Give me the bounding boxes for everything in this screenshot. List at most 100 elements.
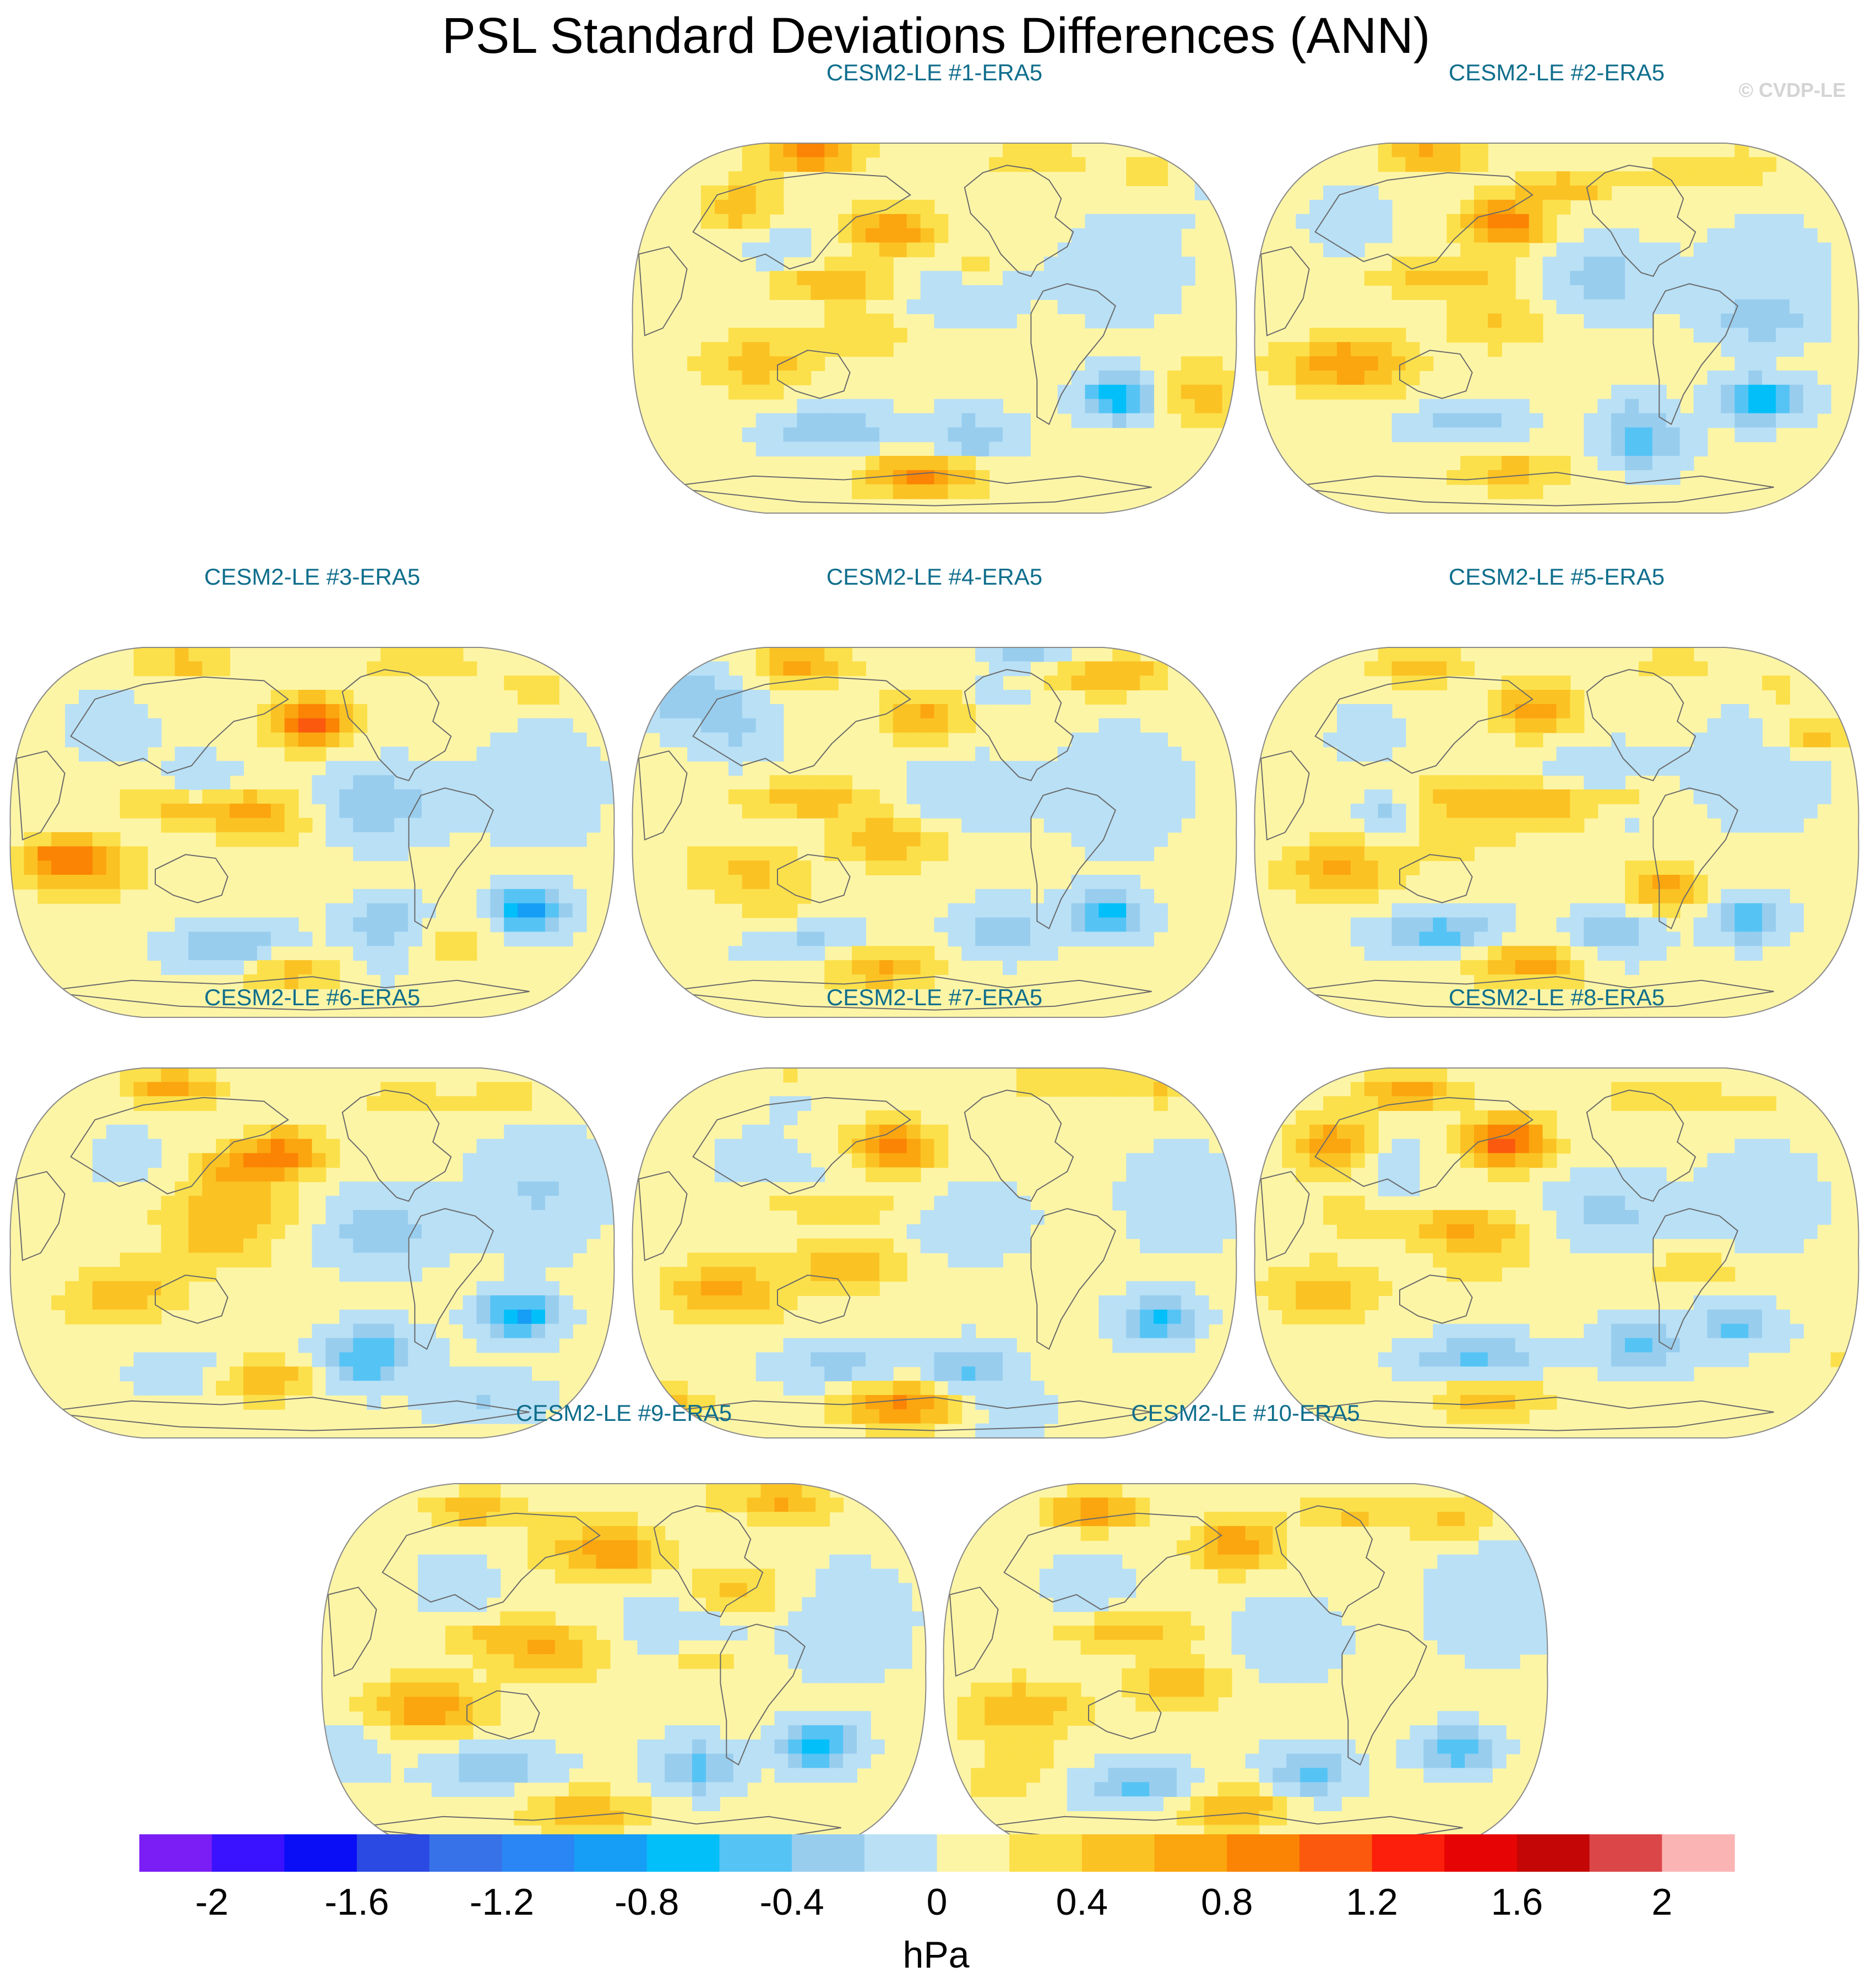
heat-cell — [1762, 257, 1777, 272]
heat-cell — [541, 1611, 556, 1626]
heat-cell — [325, 1196, 340, 1211]
heat-cell — [906, 199, 921, 215]
heat-cell — [838, 299, 853, 314]
heat-cell — [1474, 903, 1488, 918]
heat-cell — [1474, 1238, 1488, 1254]
heat-cell — [843, 1739, 857, 1754]
heat-cell — [353, 1338, 368, 1353]
map-panel: CESM2-LE #10-ERA5 — [943, 1400, 1548, 1854]
heat-cell — [714, 214, 729, 229]
heat-cell — [1350, 370, 1365, 385]
heat-cell — [1194, 399, 1209, 414]
heat-cell — [596, 1568, 611, 1584]
heat-cell — [1625, 789, 1639, 804]
heat-cell — [1597, 1309, 1612, 1325]
coastline — [1285, 976, 1774, 1011]
heat-cell — [1080, 1526, 1095, 1541]
panel-title: CESM2-LE #8-ERA5 — [1449, 984, 1665, 1010]
heat-cell — [1126, 931, 1141, 947]
heat-cell — [1071, 803, 1086, 819]
heat-cell — [1487, 1381, 1502, 1396]
heat-cell — [1268, 356, 1283, 372]
heat-cell — [1529, 171, 1543, 187]
heat-cell — [1099, 228, 1113, 243]
heat-cell — [1638, 917, 1653, 933]
heat-cell — [1734, 370, 1749, 385]
heat-cell — [353, 1267, 368, 1282]
heat-cell — [545, 1124, 559, 1140]
heat-cell — [1364, 746, 1379, 762]
heat-cell — [673, 732, 688, 748]
heat-cell — [934, 803, 949, 819]
heat-cell — [1803, 803, 1818, 819]
heat-cell — [1437, 1583, 1452, 1598]
heat-cell — [1460, 199, 1475, 215]
heat-cell — [572, 761, 587, 776]
heat-cell — [298, 732, 313, 748]
heat-cell — [325, 1209, 340, 1225]
heat-cell — [339, 1309, 354, 1325]
map-field — [1254, 1068, 1859, 1438]
heat-cell — [1231, 1625, 1246, 1641]
heat-cell — [824, 442, 839, 457]
heat-cell — [394, 1082, 409, 1097]
heat-cell — [1350, 214, 1365, 229]
heat-cell — [243, 832, 258, 847]
heat-cell — [175, 789, 189, 804]
heat-cell — [961, 761, 976, 776]
heat-cell — [1154, 271, 1168, 286]
heat-cell — [1584, 427, 1598, 443]
heat-cell — [1762, 384, 1777, 400]
heat-cell — [865, 1153, 880, 1168]
heat-cell — [449, 1096, 464, 1111]
coastline — [1260, 246, 1310, 336]
heat-cell — [541, 1739, 556, 1754]
heat-cell — [893, 718, 907, 733]
heat-cell — [843, 1583, 857, 1598]
heat-cell — [390, 1668, 405, 1683]
heat-cell — [367, 1096, 382, 1111]
heat-cell — [1433, 1352, 1448, 1367]
heat-cell — [1505, 1625, 1520, 1641]
heat-cell — [893, 1124, 907, 1140]
heat-cell — [37, 860, 52, 876]
heat-cell — [1108, 1639, 1123, 1655]
heat-cell — [298, 818, 313, 833]
heat-cell — [838, 442, 853, 457]
heat-cell — [843, 1554, 857, 1570]
heat-cell — [865, 285, 880, 300]
heat-cell — [486, 1512, 501, 1527]
heat-cell — [1625, 313, 1639, 329]
heat-cell — [1679, 299, 1694, 314]
heat-cell — [518, 931, 532, 947]
heat-cell — [322, 1725, 336, 1740]
heat-cell — [797, 413, 812, 428]
heat-cell — [1556, 1196, 1571, 1211]
heat-cell — [367, 1224, 382, 1239]
heat-cell — [879, 1394, 894, 1410]
heat-cell — [1776, 399, 1790, 414]
heat-cell — [920, 1352, 935, 1367]
heat-cell — [989, 818, 1004, 833]
heat-cell — [1505, 1568, 1520, 1584]
heat-cell — [1071, 889, 1086, 904]
heat-cell — [1245, 1782, 1260, 1797]
heat-cell — [1094, 1512, 1109, 1527]
coastline — [1399, 1274, 1473, 1324]
heat-cell — [216, 946, 231, 961]
heat-cell — [394, 1338, 409, 1353]
heat-cell — [714, 718, 729, 733]
map-field — [1254, 143, 1858, 513]
heat-cell — [998, 1739, 1013, 1754]
heat-cell — [417, 1725, 432, 1740]
heat-cell — [769, 704, 784, 719]
heat-cell — [1584, 1196, 1598, 1211]
heat-cell — [504, 1196, 519, 1211]
heat-cell — [394, 789, 409, 804]
heat-cell — [216, 1196, 231, 1211]
heat-cell — [175, 775, 189, 790]
heat-cell — [1336, 1224, 1351, 1239]
heat-cell — [797, 1252, 812, 1268]
heat-cell — [1734, 427, 1749, 443]
heat-cell — [1529, 789, 1543, 804]
